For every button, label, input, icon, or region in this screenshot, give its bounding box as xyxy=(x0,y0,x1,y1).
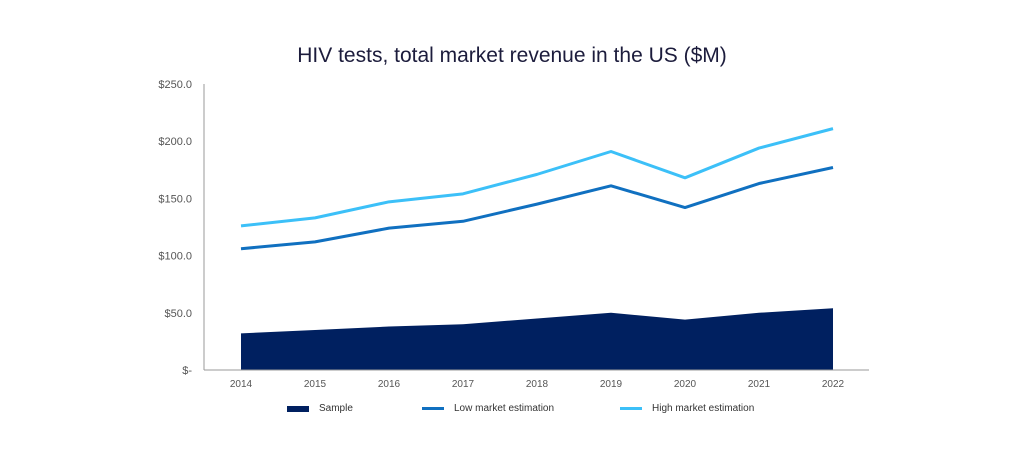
x-tick-label: 2016 xyxy=(378,379,401,390)
x-tick-label: 2018 xyxy=(526,379,549,390)
chart-title: HIV tests, total market revenue in the U… xyxy=(297,44,727,67)
y-tick-label: $- xyxy=(182,365,192,377)
series-line-low xyxy=(240,166,834,251)
y-tick-label: $150.0 xyxy=(158,193,192,205)
legend-label: Low market estimation xyxy=(454,403,555,414)
y-tick-label: $100.0 xyxy=(158,251,192,263)
series-line-high xyxy=(240,127,834,228)
legend-item-sample: Sample xyxy=(287,403,353,414)
legend-swatch-high xyxy=(620,407,642,410)
x-tick-label: 2015 xyxy=(304,379,327,390)
legend-label: Sample xyxy=(319,403,353,414)
y-tick-label: $250.0 xyxy=(158,79,192,91)
x-tick-label: 2014 xyxy=(230,379,253,390)
x-tick-label: 2017 xyxy=(452,379,475,390)
x-tick-label: 2022 xyxy=(822,379,845,390)
legend-swatch-low xyxy=(422,407,444,410)
series-area-sample xyxy=(241,308,833,370)
y-tick-label: $50.0 xyxy=(164,308,192,320)
x-tick-label: 2019 xyxy=(600,379,623,390)
legend-item-high: High market estimation xyxy=(620,403,754,414)
legend-swatch-sample xyxy=(287,405,309,412)
x-tick-label: 2020 xyxy=(674,379,697,390)
x-tick-label: 2021 xyxy=(748,379,771,390)
legend-item-low: Low market estimation xyxy=(422,403,554,414)
legend-label: High market estimation xyxy=(652,403,755,414)
y-tick-label: $200.0 xyxy=(158,136,192,148)
